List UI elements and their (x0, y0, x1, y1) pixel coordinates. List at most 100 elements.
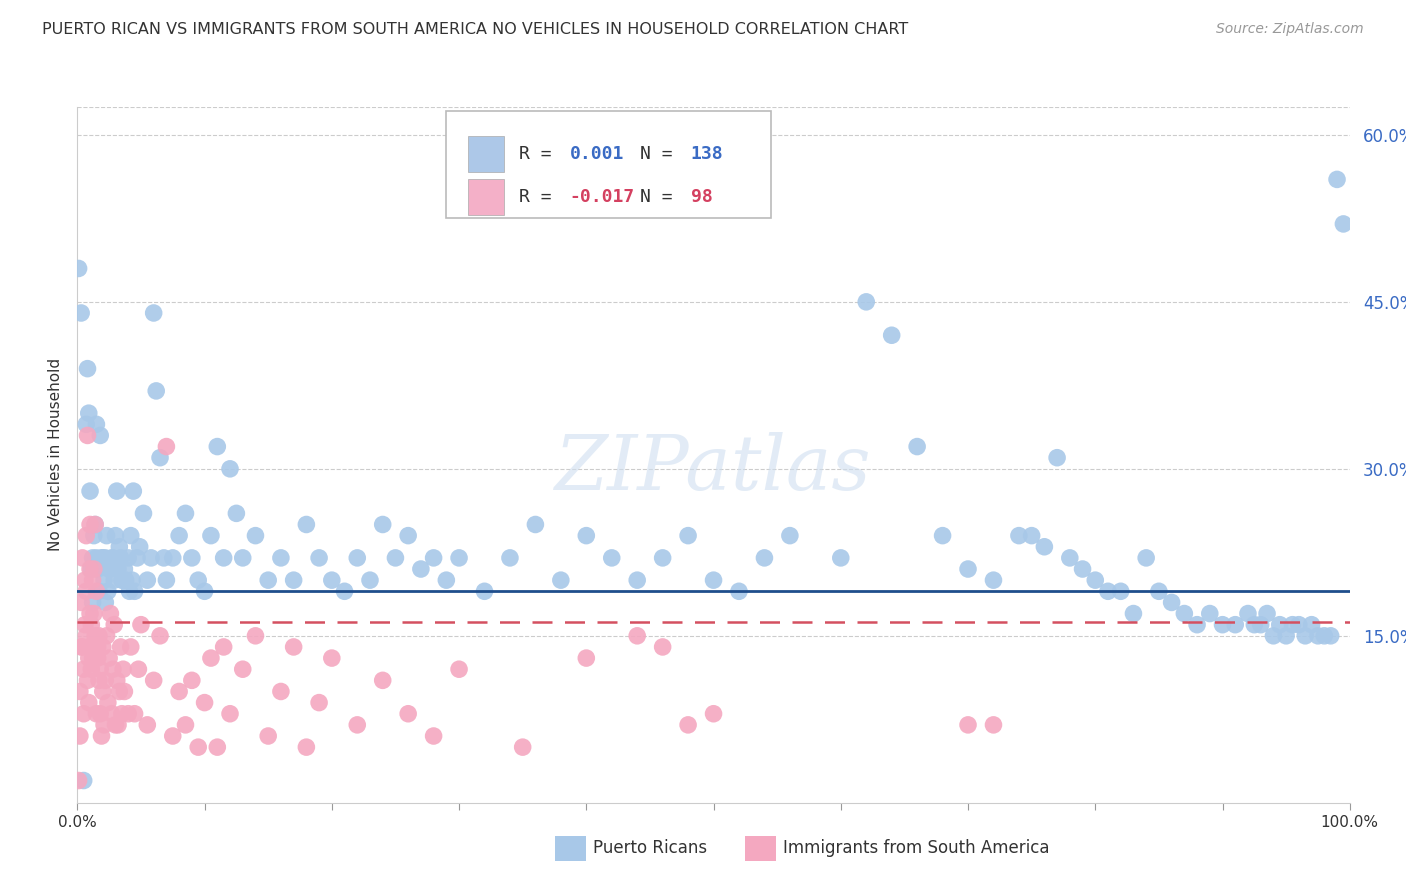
Point (174, 507, 197, 521)
Point (86, 417, 108, 432)
Point (111, 573, 134, 587)
Point (283, 640, 305, 654)
Point (626, 573, 648, 587)
Point (295, 740, 318, 755)
Point (80, 562, 103, 576)
Point (83, 607, 105, 621)
Text: N =: N = (640, 145, 683, 163)
Point (283, 573, 305, 587)
Point (779, 528, 801, 542)
Point (676, 718, 699, 732)
Point (232, 662, 254, 676)
Point (97, 584, 120, 599)
Point (132, 507, 155, 521)
Point (69, 684, 91, 698)
Point (80, 617, 103, 632)
Point (422, 550, 444, 565)
Point (600, 550, 623, 565)
Point (1288, 617, 1310, 632)
Point (91, 684, 114, 698)
Point (1147, 584, 1170, 599)
Text: 0.001: 0.001 (569, 145, 624, 163)
Point (371, 673, 394, 688)
Point (167, 528, 190, 542)
Point (1301, 617, 1323, 632)
Point (86, 562, 108, 576)
Point (100, 607, 122, 621)
Point (200, 528, 222, 542)
Point (257, 573, 280, 587)
Point (1185, 617, 1208, 632)
Point (167, 684, 190, 698)
Point (187, 740, 209, 755)
Point (1268, 617, 1291, 632)
Point (153, 550, 176, 565)
Point (1071, 562, 1094, 576)
Text: PUERTO RICAN VS IMMIGRANTS FROM SOUTH AMERICA NO VEHICLES IN HOUSEHOLD CORRELATI: PUERTO RICAN VS IMMIGRANTS FROM SOUTH AM… (42, 22, 908, 37)
Text: R =: R = (519, 187, 562, 206)
Point (384, 550, 406, 565)
Point (434, 573, 457, 587)
Point (1319, 629, 1341, 643)
Point (90, 550, 112, 565)
Point (87, 584, 110, 599)
Point (422, 729, 444, 743)
Point (855, 294, 877, 309)
Point (79, 562, 101, 576)
Point (76, 361, 98, 376)
Point (86, 651, 108, 665)
Point (76, 673, 98, 688)
Text: Source: ZipAtlas.com: Source: ZipAtlas.com (1216, 22, 1364, 37)
Point (1331, 217, 1354, 231)
Point (98, 651, 121, 665)
Point (728, 584, 751, 599)
Point (83, 528, 105, 542)
Point (1173, 607, 1195, 621)
Point (1306, 629, 1329, 643)
Point (70, 640, 93, 654)
Point (149, 629, 172, 643)
Point (905, 440, 928, 454)
Point (575, 651, 598, 665)
Point (82, 573, 104, 587)
Point (117, 550, 139, 565)
Point (1160, 595, 1182, 609)
Point (703, 573, 725, 587)
Point (67, 773, 90, 788)
Point (1059, 550, 1081, 565)
Point (225, 507, 247, 521)
Point (145, 384, 167, 398)
Point (112, 684, 135, 698)
Point (86, 706, 108, 721)
Point (449, 662, 471, 676)
Point (117, 706, 139, 721)
Point (880, 328, 903, 343)
Point (396, 706, 419, 721)
Point (128, 540, 150, 554)
Point (103, 573, 125, 587)
Point (91, 640, 114, 654)
Point (1046, 450, 1069, 465)
Point (108, 684, 131, 698)
Point (105, 673, 128, 688)
Point (142, 306, 165, 320)
Point (86, 550, 108, 565)
Point (1263, 629, 1285, 643)
Point (550, 573, 572, 587)
Point (207, 440, 229, 454)
Point (1294, 629, 1316, 643)
Point (82, 595, 104, 609)
Point (1281, 617, 1303, 632)
Point (212, 550, 235, 565)
Point (96, 629, 118, 643)
Point (346, 550, 368, 565)
Point (245, 528, 267, 542)
Point (333, 584, 356, 599)
Point (575, 528, 598, 542)
Point (1109, 584, 1132, 599)
Point (112, 562, 135, 576)
Point (162, 729, 184, 743)
Point (129, 617, 152, 632)
Point (91, 550, 114, 565)
Point (1313, 629, 1336, 643)
